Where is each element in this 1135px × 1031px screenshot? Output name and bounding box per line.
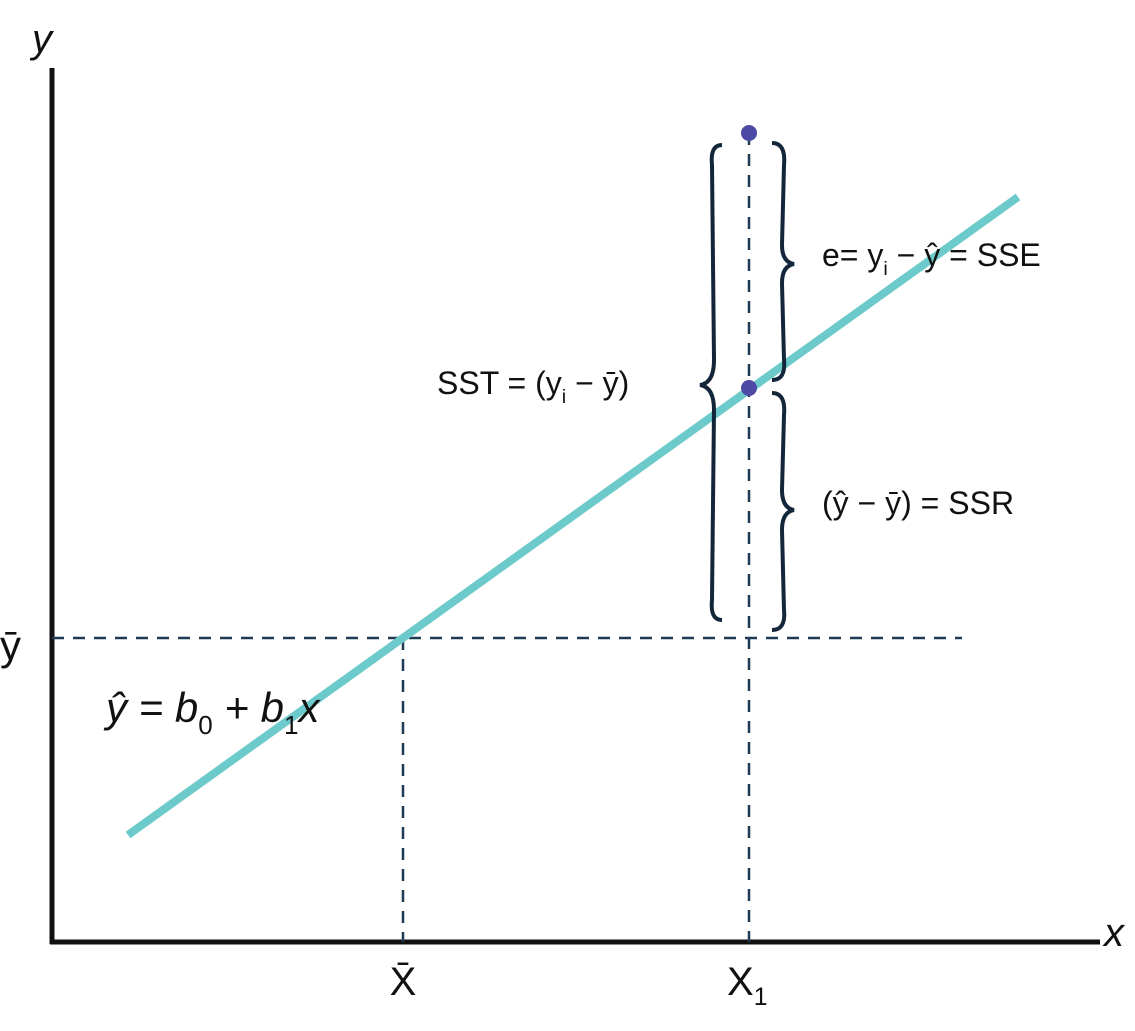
eq-sub: 1: [284, 710, 298, 740]
predicted-point: [741, 380, 757, 396]
regression-equation: ŷ = b0 + b1x: [103, 684, 321, 740]
ssr-label: (ŷ − ȳ) = SSR: [822, 485, 1014, 521]
ssr-brace: [771, 391, 795, 632]
sse-brace: [771, 141, 795, 382]
eq-sub: 0: [198, 710, 212, 740]
y-mean-label: ȳ: [0, 622, 21, 669]
sst-part: − ȳ): [566, 365, 629, 401]
x-axis-label: x: [1102, 911, 1126, 955]
sse-label: e= yi − ŷ = SSE: [822, 237, 1041, 280]
eq-part: x: [296, 684, 321, 731]
guides: [52, 133, 962, 942]
eq-part: + b: [213, 684, 284, 731]
sst-label: SST = (yi − ȳ): [437, 365, 629, 408]
regression-line: [125, 193, 1021, 839]
y-axis-label: y: [29, 17, 55, 61]
sse-part: − ŷ = SSE: [888, 237, 1041, 273]
sst-sub: i: [562, 386, 566, 408]
x1-sub: 1: [754, 984, 768, 1011]
sst-part: SST = (y: [437, 365, 562, 401]
x1-label: X1: [727, 960, 767, 1011]
sse-part: e= y: [822, 237, 883, 273]
axes: [49, 68, 1100, 945]
x-mean-label: X̄: [390, 960, 417, 1004]
eq-part: ŷ = b: [103, 684, 198, 731]
braces: [699, 141, 795, 632]
sse-sub: i: [883, 258, 887, 280]
sst-brace: [699, 143, 723, 622]
x1-base: X: [727, 960, 754, 1004]
observed-point: [741, 125, 757, 141]
